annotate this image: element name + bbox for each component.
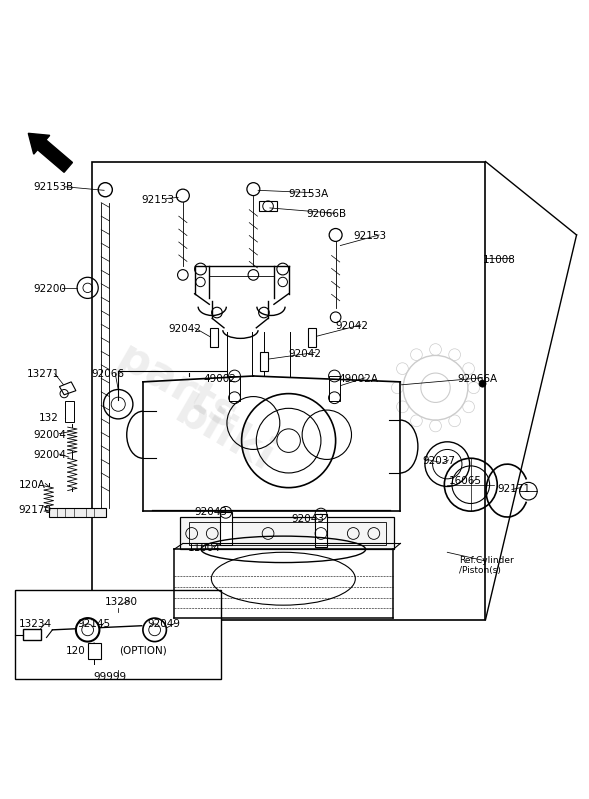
Bar bbox=[260, 352, 268, 371]
Text: 13280: 13280 bbox=[105, 597, 138, 607]
Text: 92004: 92004 bbox=[33, 451, 66, 460]
Text: Ref.Cylinder
/Piston(s): Ref.Cylinder /Piston(s) bbox=[459, 555, 514, 575]
Circle shape bbox=[479, 380, 486, 388]
Bar bbox=[88, 642, 101, 659]
Text: 13234: 13234 bbox=[18, 619, 51, 629]
Text: 92066A: 92066A bbox=[458, 374, 498, 384]
Bar bbox=[329, 376, 340, 400]
Text: 99999: 99999 bbox=[94, 672, 127, 682]
Text: 92153B: 92153B bbox=[33, 182, 73, 192]
Text: 49002A: 49002A bbox=[339, 374, 379, 384]
Text: (OPTION): (OPTION) bbox=[120, 646, 167, 656]
Text: 92153: 92153 bbox=[142, 195, 175, 205]
Circle shape bbox=[143, 618, 167, 642]
Text: 92153A: 92153A bbox=[289, 189, 329, 199]
Text: 92042: 92042 bbox=[289, 348, 322, 359]
Text: 92043: 92043 bbox=[194, 507, 227, 517]
Text: 92043: 92043 bbox=[292, 514, 325, 524]
Text: 92066B: 92066B bbox=[306, 209, 346, 220]
Text: 49002: 49002 bbox=[203, 374, 236, 384]
Bar bbox=[229, 376, 240, 400]
Text: 92042: 92042 bbox=[336, 321, 369, 331]
Bar bbox=[210, 328, 218, 348]
Bar bbox=[49, 508, 107, 517]
Bar bbox=[259, 201, 277, 212]
Text: biiki: biiki bbox=[167, 389, 281, 480]
Bar bbox=[15, 590, 221, 678]
Text: 120: 120 bbox=[65, 646, 85, 656]
Bar bbox=[65, 401, 74, 422]
Text: 92171: 92171 bbox=[498, 484, 531, 494]
Polygon shape bbox=[59, 382, 76, 395]
Bar bbox=[220, 512, 231, 545]
Bar bbox=[23, 629, 41, 641]
Text: 92004: 92004 bbox=[33, 430, 66, 439]
Bar bbox=[308, 328, 316, 348]
Text: 92145: 92145 bbox=[77, 619, 110, 629]
Circle shape bbox=[149, 624, 161, 636]
Text: 92153: 92153 bbox=[353, 231, 386, 241]
Bar bbox=[92, 161, 485, 620]
Text: 92200: 92200 bbox=[33, 284, 66, 294]
FancyArrow shape bbox=[28, 133, 72, 173]
Text: 92066: 92066 bbox=[92, 369, 125, 380]
Text: parts: parts bbox=[109, 336, 244, 439]
Text: 132: 132 bbox=[39, 413, 59, 423]
Text: 120A: 120A bbox=[18, 479, 45, 490]
Text: 92170: 92170 bbox=[18, 505, 51, 515]
Text: 16065: 16065 bbox=[448, 475, 481, 486]
Bar bbox=[315, 514, 327, 547]
Bar bbox=[188, 522, 386, 545]
Text: 11008: 11008 bbox=[482, 255, 515, 264]
Bar bbox=[180, 517, 395, 550]
Circle shape bbox=[82, 624, 94, 636]
Text: 13271: 13271 bbox=[27, 369, 60, 380]
Text: 92042: 92042 bbox=[168, 324, 201, 334]
Text: 92049: 92049 bbox=[148, 619, 181, 629]
Circle shape bbox=[76, 618, 100, 642]
Text: 92037: 92037 bbox=[422, 456, 456, 466]
Text: 11004: 11004 bbox=[187, 543, 220, 553]
